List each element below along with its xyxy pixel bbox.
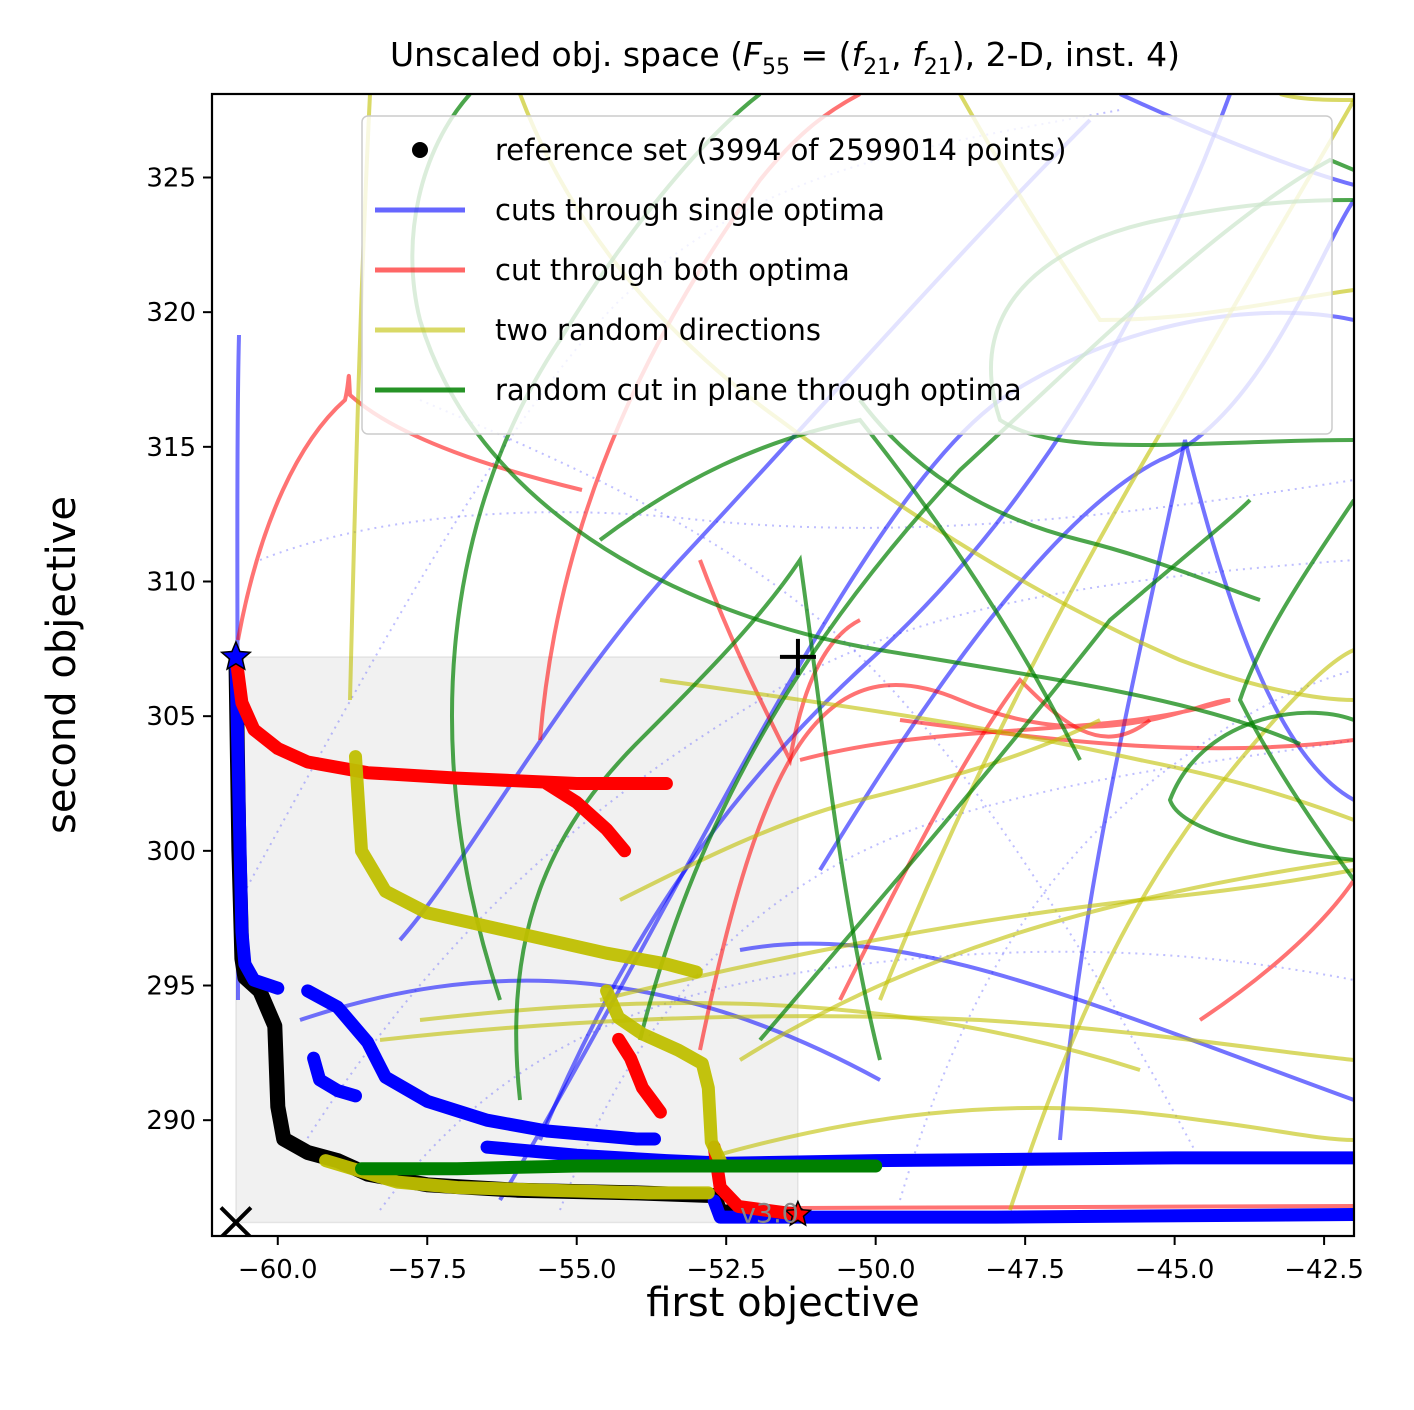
version-annotation: v3.0 bbox=[740, 1198, 799, 1229]
marker-layer: v3.0 bbox=[219, 638, 816, 1236]
y-tick-label: 290 bbox=[146, 1106, 196, 1136]
legend-marker bbox=[412, 142, 428, 158]
background-red-trajectories bbox=[236, 94, 1354, 1210]
x-tick-label: −42.5 bbox=[1284, 1255, 1364, 1285]
legend-label: reference set (3994 of 2599014 points) bbox=[495, 133, 1067, 167]
legend-label: cut through both optima bbox=[495, 253, 850, 287]
x-tick-label: −60.0 bbox=[238, 1255, 318, 1285]
legend-box bbox=[361, 115, 1333, 435]
x-tick-label: −55.0 bbox=[537, 1255, 617, 1285]
series-line bbox=[600, 984, 727, 1168]
optimum-star-marker bbox=[783, 1199, 813, 1227]
plot-frame bbox=[210, 92, 1356, 1238]
x-tick-label: −52.5 bbox=[686, 1255, 766, 1285]
y-axis-ticks: 290 295 300 305 310 315 320 325 bbox=[146, 163, 212, 1136]
y-tick-label: 325 bbox=[146, 163, 196, 193]
legend-items: reference set (3994 of 2599014 points) cu… bbox=[375, 133, 1067, 407]
x-tick-label: −47.5 bbox=[985, 1255, 1065, 1285]
chart-title: Unscaled obj. space (F55 = (f21, f21), 2… bbox=[390, 35, 1180, 80]
legend-label: two random directions bbox=[495, 313, 821, 347]
legend: reference set (3994 of 2599014 points) cu… bbox=[361, 115, 1333, 435]
legend-label: cuts through single optima bbox=[495, 193, 885, 227]
nadir-point-marker bbox=[779, 638, 816, 675]
series-line bbox=[355, 1159, 883, 1176]
legend-label: random cut in plane through optima bbox=[495, 373, 1022, 407]
ideal-point-marker bbox=[219, 1206, 253, 1236]
y-tick-label: 295 bbox=[146, 972, 196, 1002]
x-tick-label: −57.5 bbox=[387, 1255, 467, 1285]
series-line bbox=[229, 650, 673, 790]
y-tick-label: 310 bbox=[146, 568, 196, 598]
x-tick-label: −45.0 bbox=[1135, 1255, 1215, 1285]
y-tick-label: 315 bbox=[146, 433, 196, 463]
series-line bbox=[540, 777, 632, 858]
series-line bbox=[307, 1051, 362, 1103]
y-tick-label: 300 bbox=[146, 837, 196, 867]
x-axis-label: first objective bbox=[646, 1280, 920, 1326]
optimum-star-marker bbox=[219, 639, 253, 671]
x-tick-label: −50.0 bbox=[836, 1255, 916, 1285]
x-axis-ticks: −60.0 −57.5 −55.0 −52.5 −50.0 −47.5 −45.0 −42.5 bbox=[238, 1236, 1364, 1285]
y-tick-label: 320 bbox=[146, 298, 196, 328]
y-axis-label: second objective bbox=[39, 496, 85, 834]
series-line bbox=[349, 750, 703, 979]
series-layer bbox=[228, 649, 1354, 1224]
y-tick-label: 305 bbox=[146, 702, 196, 732]
series-line bbox=[301, 984, 661, 1146]
series-line bbox=[229, 650, 285, 995]
series-line bbox=[612, 1032, 667, 1119]
